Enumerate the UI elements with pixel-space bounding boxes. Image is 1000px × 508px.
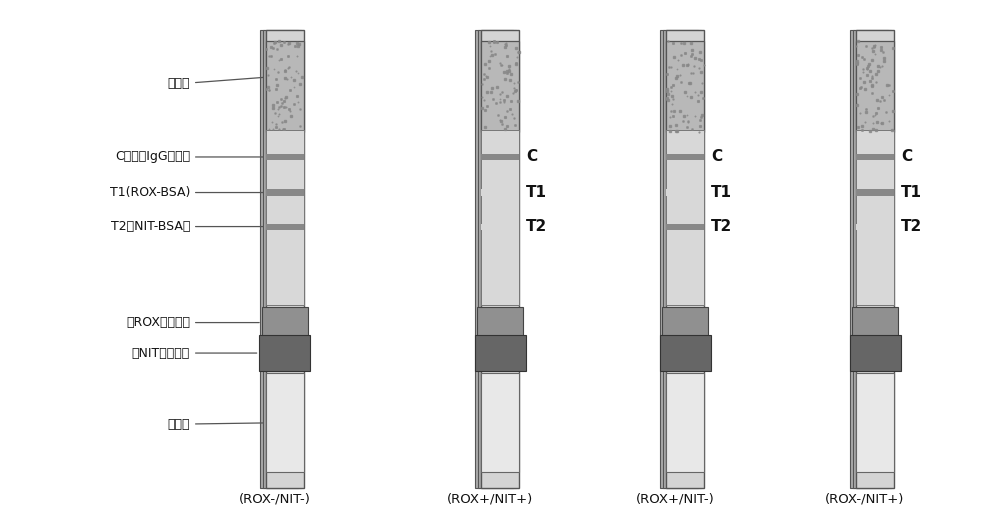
Bar bbox=[856, 373, 894, 472]
Bar bbox=[856, 154, 894, 160]
Text: T2（NIT-BSA）: T2（NIT-BSA） bbox=[111, 220, 263, 233]
Bar bbox=[853, 30, 891, 488]
Bar bbox=[266, 154, 304, 160]
Bar bbox=[856, 30, 894, 488]
Bar bbox=[856, 224, 894, 230]
Bar bbox=[850, 335, 900, 371]
Bar bbox=[266, 130, 304, 305]
Bar bbox=[660, 335, 711, 371]
Bar bbox=[481, 30, 519, 488]
Bar bbox=[852, 307, 898, 338]
Bar bbox=[666, 41, 704, 132]
Bar bbox=[856, 130, 894, 305]
Bar bbox=[481, 224, 519, 230]
Text: 样品垫: 样品垫 bbox=[168, 418, 263, 431]
Bar bbox=[663, 30, 701, 488]
Bar bbox=[475, 335, 526, 371]
Bar bbox=[475, 30, 513, 488]
Text: T1: T1 bbox=[901, 185, 922, 200]
Text: 抗ROX金标单抗: 抗ROX金标单抗 bbox=[126, 316, 259, 329]
Text: 抗NIT金标单抗: 抗NIT金标单抗 bbox=[132, 346, 257, 360]
Bar bbox=[660, 30, 698, 488]
Bar bbox=[259, 335, 310, 371]
Bar bbox=[262, 307, 308, 338]
Bar bbox=[478, 30, 516, 488]
Text: (ROX-/NIT-): (ROX-/NIT-) bbox=[239, 492, 311, 505]
Bar bbox=[477, 307, 523, 338]
Text: (ROX+/NIT-): (ROX+/NIT-) bbox=[636, 492, 714, 505]
Bar bbox=[666, 130, 704, 305]
Text: T2: T2 bbox=[526, 219, 547, 234]
Text: 吸水垫: 吸水垫 bbox=[168, 77, 263, 90]
Text: T1: T1 bbox=[526, 185, 547, 200]
Bar bbox=[856, 189, 894, 196]
Text: T2: T2 bbox=[901, 219, 922, 234]
Bar bbox=[666, 189, 704, 196]
Bar bbox=[266, 30, 304, 488]
Text: T1(ROX-BSA): T1(ROX-BSA) bbox=[110, 186, 263, 199]
Text: T1: T1 bbox=[711, 185, 732, 200]
Bar bbox=[666, 224, 704, 230]
Text: C: C bbox=[711, 149, 722, 165]
Bar bbox=[666, 373, 704, 472]
Bar bbox=[266, 41, 304, 132]
Bar bbox=[481, 130, 519, 305]
Bar bbox=[856, 41, 894, 132]
Bar bbox=[481, 373, 519, 472]
Bar bbox=[666, 154, 704, 160]
Text: (ROX+/NIT+): (ROX+/NIT+) bbox=[447, 492, 533, 505]
Text: T2: T2 bbox=[711, 219, 732, 234]
Text: (ROX-/NIT+): (ROX-/NIT+) bbox=[825, 492, 905, 505]
Bar bbox=[481, 154, 519, 160]
Bar bbox=[850, 30, 888, 488]
Bar bbox=[481, 41, 519, 132]
Bar bbox=[266, 224, 304, 230]
Text: C（抗鼠IgG抗体）: C（抗鼠IgG抗体） bbox=[115, 150, 263, 164]
Bar bbox=[662, 307, 708, 338]
Bar bbox=[260, 30, 298, 488]
Text: C: C bbox=[526, 149, 537, 165]
Bar bbox=[263, 30, 301, 488]
Bar bbox=[266, 189, 304, 196]
Bar bbox=[481, 189, 519, 196]
Bar bbox=[666, 30, 704, 488]
Bar bbox=[266, 373, 304, 472]
Text: C: C bbox=[901, 149, 912, 165]
